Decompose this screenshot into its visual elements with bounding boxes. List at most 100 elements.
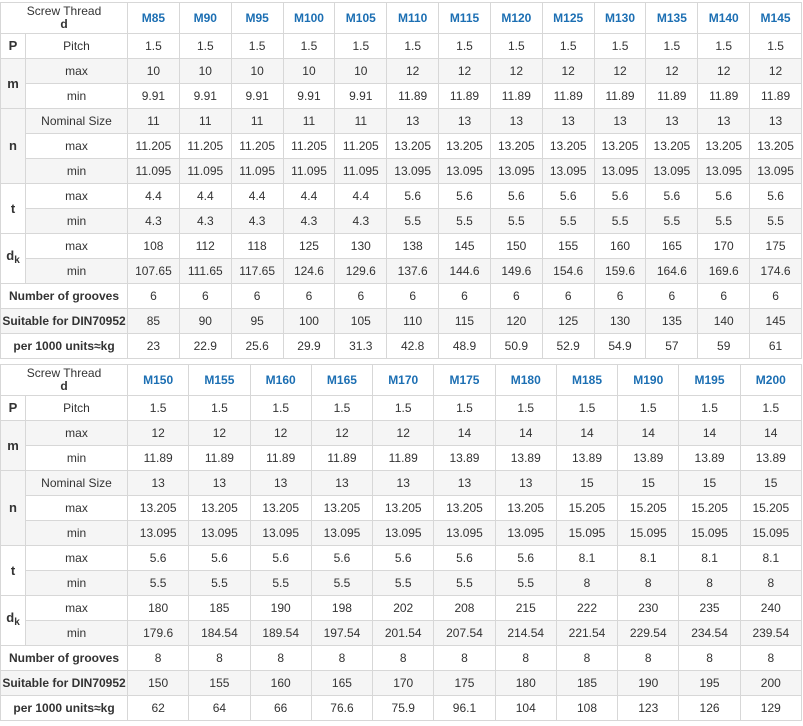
table-row: min 13.095 13.095 13.095 13.095 13.095 13.095 1… [1, 520, 802, 546]
value-cell: 13 [433, 470, 496, 496]
value-cell: 5.6 [433, 545, 496, 571]
value-cell: 1.5 [127, 395, 190, 421]
value-cell: 14 [555, 420, 619, 446]
p-label: P [0, 395, 26, 421]
value-cell: 5.6 [697, 183, 751, 209]
min-label: min [24, 158, 129, 184]
value-cell: 6 [178, 283, 232, 309]
number-of-grooves-label: Number of grooves [0, 645, 129, 671]
value-cell: 175 [433, 670, 496, 696]
value-cell: 8 [494, 645, 557, 671]
value-cell: 105 [334, 308, 388, 334]
min-label: min [24, 620, 129, 646]
value-cell: 11.89 [541, 83, 595, 109]
value-cell: 11.89 [593, 83, 647, 109]
value-cell: 5.6 [249, 545, 312, 571]
min-label: min [24, 83, 129, 109]
value-cell: 1.5 [249, 395, 312, 421]
thread-size-header: M200 [739, 364, 802, 396]
value-cell: 15 [617, 470, 680, 496]
value-cell: 13.095 [438, 158, 491, 184]
value-cell: 124.6 [282, 258, 336, 284]
value-cell: 13.095 [310, 520, 374, 546]
value-cell: 8 [127, 645, 190, 671]
value-cell: 1.5 [188, 395, 251, 421]
value-cell: 8 [555, 570, 619, 596]
value-cell: 112 [178, 233, 232, 259]
value-cell: 215 [494, 595, 557, 621]
value-cell: 11.205 [230, 133, 284, 159]
value-cell: 12 [541, 58, 595, 84]
thread-size-header: M135 [645, 2, 699, 34]
value-cell: 1.5 [438, 33, 491, 59]
value-cell: 8 [372, 645, 435, 671]
value-cell: 1.5 [749, 33, 802, 59]
value-cell: 4.4 [282, 183, 336, 209]
value-cell: 8 [555, 645, 619, 671]
value-cell: 115 [438, 308, 491, 334]
value-cell: 198 [310, 595, 374, 621]
value-cell: 5.6 [372, 545, 435, 571]
value-cell: 11.095 [334, 158, 388, 184]
min-label: min [24, 208, 129, 234]
value-cell: 100 [282, 308, 336, 334]
value-cell: 10 [334, 58, 388, 84]
value-cell: 184.54 [188, 620, 251, 646]
value-cell: 190 [249, 595, 312, 621]
value-cell: 10 [282, 58, 336, 84]
value-cell: 13.205 [438, 133, 491, 159]
pitch-label: Pitch [24, 395, 129, 421]
value-cell: 1.5 [310, 395, 374, 421]
value-cell: 4.3 [282, 208, 336, 234]
value-cell: 57 [645, 333, 699, 359]
thread-size-header: M125 [541, 2, 595, 34]
thread-size-header: M115 [438, 2, 491, 34]
value-cell: 1.5 [433, 395, 496, 421]
max-label: max [24, 420, 129, 446]
value-cell: 13.205 [697, 133, 751, 159]
value-cell: 229.54 [617, 620, 680, 646]
weight-per-1000-label: per 1000 units≈kg [0, 333, 129, 359]
value-cell: 8 [617, 645, 680, 671]
value-cell: 197.54 [310, 620, 374, 646]
thread-size-header: M160 [249, 364, 312, 396]
n-label: n [0, 108, 26, 184]
value-cell: 62 [127, 695, 190, 721]
value-cell: 5.6 [494, 545, 557, 571]
value-cell: 208 [433, 595, 496, 621]
value-cell: 13.205 [494, 495, 557, 521]
value-cell: 6 [386, 283, 440, 309]
value-cell: 1.5 [541, 33, 595, 59]
value-cell: 85 [127, 308, 180, 334]
value-cell: 13 [310, 470, 374, 496]
value-cell: 8 [617, 570, 680, 596]
value-cell: 149.6 [489, 258, 543, 284]
value-cell: 6 [697, 283, 751, 309]
thread-size-header: M100 [282, 2, 336, 34]
n-label: n [0, 470, 26, 546]
value-cell: 1.5 [617, 395, 680, 421]
value-cell: 11.095 [230, 158, 284, 184]
value-cell: 189.54 [249, 620, 312, 646]
table-row: Suitable for DIN70952 85 90 95 100 105 110 115 1… [0, 308, 802, 334]
thread-size-header: M85 [127, 2, 180, 34]
value-cell: 108 [127, 233, 180, 259]
value-cell: 5.5 [438, 208, 491, 234]
value-cell: 111.65 [178, 258, 232, 284]
table-row: Suitable for DIN70952 150 155 160 165 170 175 1… [0, 670, 802, 696]
spec-table-1: Screw Thread d M85 M90 M95 M100 M105 M110 M115 M1… [0, 2, 802, 359]
value-cell: 155 [541, 233, 595, 259]
value-cell: 8.1 [555, 545, 619, 571]
value-cell: 8 [310, 645, 374, 671]
value-cell: 4.3 [127, 208, 180, 234]
value-cell: 48.9 [438, 333, 491, 359]
value-cell: 5.5 [249, 570, 312, 596]
value-cell: 11.095 [178, 158, 232, 184]
p-label: P [0, 33, 26, 59]
value-cell: 13.095 [494, 520, 557, 546]
value-cell: 13 [386, 108, 440, 134]
value-cell: 15.095 [678, 520, 741, 546]
value-cell: 12 [697, 58, 751, 84]
value-cell: 13.095 [489, 158, 543, 184]
dk-label: dk [0, 233, 26, 284]
